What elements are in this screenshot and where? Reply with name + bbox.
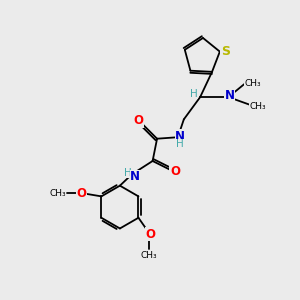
Text: O: O bbox=[145, 228, 155, 241]
Text: CH₃: CH₃ bbox=[50, 189, 66, 198]
Text: O: O bbox=[170, 165, 180, 178]
Text: O: O bbox=[134, 114, 144, 128]
Text: H: H bbox=[190, 88, 197, 98]
Text: N: N bbox=[175, 130, 185, 143]
Text: N: N bbox=[130, 170, 140, 183]
Text: CH₃: CH₃ bbox=[245, 79, 261, 88]
Text: O: O bbox=[76, 187, 86, 200]
Text: S: S bbox=[221, 44, 230, 58]
Text: CH₃: CH₃ bbox=[249, 101, 266, 110]
Text: N: N bbox=[225, 88, 235, 101]
Text: H: H bbox=[176, 140, 184, 149]
Text: CH₃: CH₃ bbox=[140, 251, 157, 260]
Text: H: H bbox=[124, 168, 132, 178]
